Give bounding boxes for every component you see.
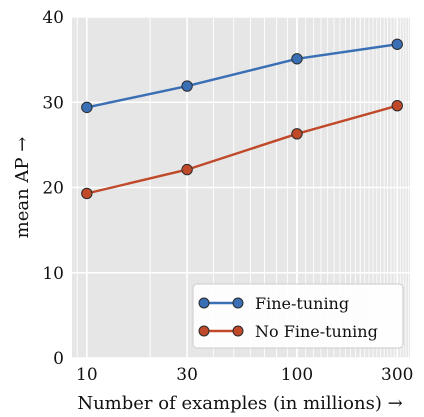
legend-marker [232,325,244,337]
y-tick-label: 30 [42,93,64,113]
y-axis-ticks: 0 10 20 30 40 [42,8,64,369]
data-point [291,128,303,140]
y-tick-label: 20 [42,179,64,199]
legend-marker [232,297,244,309]
legend-label: Fine-tuning [255,294,349,313]
data-point [391,38,403,50]
legend-marker [198,297,210,309]
data-point [291,53,303,65]
x-tick-label: 300 [381,365,413,385]
x-tick-label: 30 [176,365,198,385]
y-axis-label: mean AP → [12,137,33,239]
legend-marker [198,325,210,337]
x-tick-label: 100 [281,365,313,385]
x-axis-label: Number of examples (in millions) → [77,393,402,414]
legend-box [192,283,404,349]
legend-label: No Fine-tuning [255,322,378,341]
data-point [81,101,93,114]
x-tick-label: 10 [76,365,98,385]
y-tick-label: 40 [42,8,64,28]
data-point [81,187,93,200]
y-tick-label: 10 [42,264,64,284]
series-line [86,104,398,195]
series-layer [81,38,403,200]
data-point [181,80,193,92]
data-point [181,163,193,176]
x-axis-ticks: 10 30 100 300 [76,365,413,385]
data-point [391,99,403,112]
legend: Fine-tuning No Fine-tuning [192,283,404,349]
series-line [86,43,398,109]
y-tick-label: 0 [53,349,64,369]
